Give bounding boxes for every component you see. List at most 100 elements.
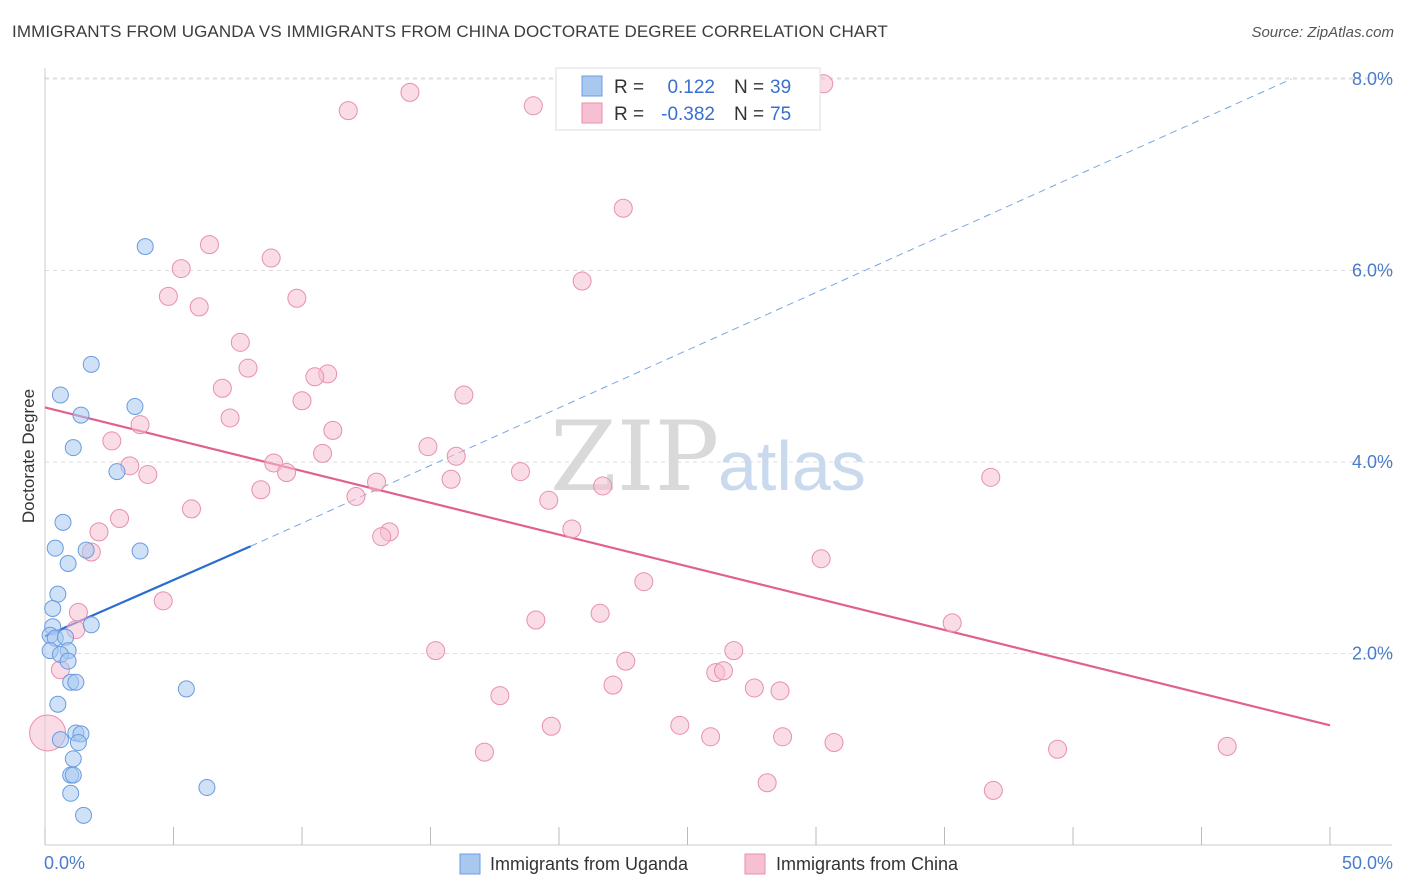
china-point (539, 490, 559, 510)
chart-title: IMMIGRANTS FROM UGANDA VS IMMIGRANTS FRO… (12, 22, 888, 41)
points-layer (29, 74, 1237, 824)
uganda-point (49, 585, 67, 603)
uganda-point (64, 766, 82, 784)
axes-layer: 2.0% 4.0% 6.0% 8.0% 0.0% 50.0% (44, 68, 1393, 873)
bottom-legend: Immigrants from Uganda Immigrants from C… (459, 853, 959, 875)
china-point (292, 391, 312, 411)
china-point (367, 472, 387, 492)
y-tick-label: 8.0% (1352, 69, 1393, 89)
uganda-point (131, 542, 149, 560)
china-trend-line (44, 406, 1331, 727)
uganda-point (108, 463, 126, 481)
y-tick-label: 6.0% (1352, 261, 1393, 281)
china-point (102, 431, 122, 451)
bottom-legend-china: Immigrants from China (776, 854, 959, 874)
y-axis-label: Doctorate Degree (19, 389, 38, 523)
uganda-point (64, 439, 82, 457)
china-point (824, 733, 844, 753)
china-point (138, 464, 158, 484)
china-point (713, 661, 733, 681)
uganda-point (126, 397, 144, 415)
china-point (261, 248, 281, 268)
legend-swatch-uganda (581, 75, 603, 97)
uganda-trend-extension (250, 78, 1292, 547)
china-point (572, 271, 592, 291)
legend-uganda-n-value: 39 (770, 77, 791, 98)
china-point (220, 408, 240, 428)
china-point (603, 675, 623, 695)
uganda-point (77, 541, 95, 559)
china-point (189, 297, 209, 317)
china-point (264, 453, 284, 473)
china-point (541, 716, 561, 736)
china-point (474, 742, 494, 762)
legend: R = 0.122 N = 39 R = -0.382 N = 75 (555, 67, 821, 131)
uganda-point (198, 779, 216, 797)
legend-china-n-label: N = (734, 104, 764, 125)
uganda-point (177, 680, 195, 698)
china-point (510, 462, 530, 482)
china-point (526, 610, 546, 630)
china-point (89, 522, 109, 542)
china-point (983, 780, 1003, 800)
legend-uganda-n-label: N = (734, 77, 764, 98)
china-point (313, 443, 333, 463)
legend-china-n-value: 75 (770, 104, 791, 125)
uganda-point (46, 539, 64, 557)
china-point (490, 686, 510, 706)
china-point (372, 527, 392, 547)
china-point (68, 602, 88, 622)
china-point (981, 467, 1001, 487)
source-label: Source: ZipAtlas.com (1251, 24, 1394, 41)
legend-china-r-value: -0.382 (661, 104, 715, 125)
legend-china-r-label: R = (614, 104, 644, 125)
china-point (338, 101, 358, 121)
china-point (634, 572, 654, 592)
china-point (811, 549, 831, 569)
bottom-legend-uganda: Immigrants from Uganda (490, 854, 689, 874)
china-point (1217, 736, 1237, 756)
uganda-point (64, 750, 82, 768)
china-point (942, 613, 962, 633)
china-point (130, 415, 150, 435)
china-point (616, 651, 636, 671)
china-point (701, 727, 721, 747)
china-point (238, 358, 258, 378)
uganda-point (59, 652, 77, 670)
china-point (181, 499, 201, 519)
china-point (400, 82, 420, 102)
china-point (562, 519, 582, 539)
china-point (744, 678, 764, 698)
china-point (1048, 739, 1068, 759)
watermark-atlas: atlas (718, 427, 866, 505)
x-tick-label-max: 50.0% (1342, 853, 1393, 873)
uganda-point (44, 599, 62, 617)
china-point (110, 508, 130, 528)
china-point (724, 641, 744, 661)
china-point (670, 715, 690, 735)
uganda-point (49, 695, 67, 713)
y-tick-label: 2.0% (1352, 644, 1393, 664)
china-point (593, 476, 613, 496)
uganda-point (82, 616, 100, 634)
uganda-point (69, 734, 87, 752)
uganda-point (72, 406, 90, 424)
china-point (277, 463, 297, 483)
legend-uganda-r-value: 0.122 (667, 77, 715, 98)
china-point (770, 681, 790, 701)
uganda-point (82, 355, 100, 373)
china-point (346, 486, 366, 506)
china-point (523, 96, 543, 116)
china-point (454, 385, 474, 405)
china-point (305, 367, 325, 387)
china-point (251, 480, 271, 500)
bottom-legend-swatch-china (744, 853, 766, 875)
legend-swatch-china (581, 102, 603, 124)
china-point (613, 198, 633, 218)
china-point (418, 437, 438, 457)
china-point (230, 332, 250, 352)
china-point (323, 420, 343, 440)
uganda-point (51, 731, 69, 749)
uganda-point (67, 673, 85, 691)
